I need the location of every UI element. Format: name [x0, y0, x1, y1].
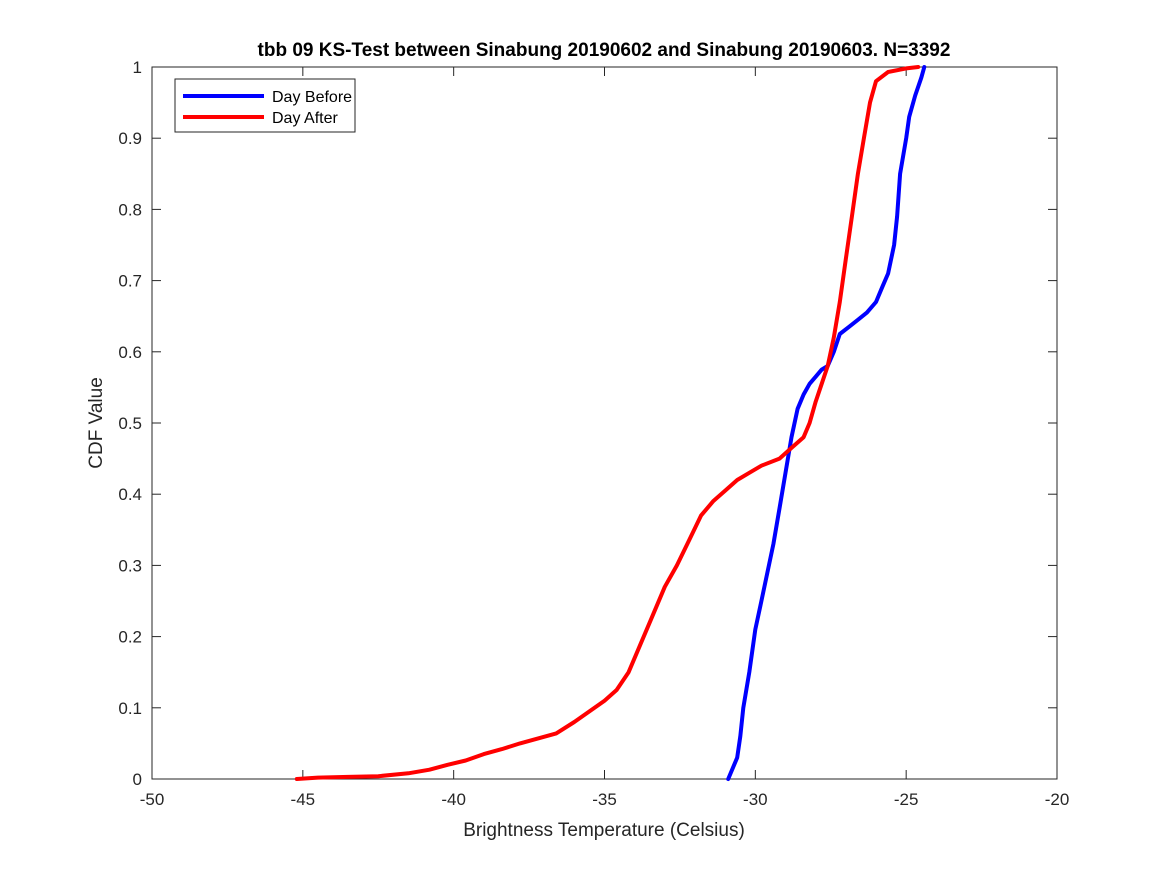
series-line-day-after: [294, 65, 921, 781]
legend-box: [174, 78, 356, 133]
plot-frame: [151, 66, 1058, 780]
legend-entry-label: Day After: [272, 110, 338, 127]
x-tick-label: -50: [140, 790, 165, 809]
x-tick-label: -30: [743, 790, 768, 809]
y-axis: 0 0.1 0.2 0.3 0.4 0.5 0.6 0.7 0.8 0.9 1: [118, 58, 1057, 789]
x-tick-label: -20: [1045, 790, 1070, 809]
plot-area: [151, 66, 1058, 780]
y-tick-label: 0.2: [118, 628, 142, 647]
y-tick-label: 0.1: [118, 699, 142, 718]
x-tick-label: -40: [441, 790, 466, 809]
x-axis-label: Brightness Temperature (Celsius): [463, 820, 745, 841]
series-layer: [294, 65, 927, 781]
y-tick-label: 1: [133, 58, 142, 77]
y-tick-label: 0.3: [118, 556, 142, 575]
y-tick-label: 0: [133, 770, 142, 789]
y-tick-label: 0.5: [118, 414, 142, 433]
y-axis-label: CDF Value: [86, 377, 107, 469]
y-tick-label: 0.8: [118, 200, 142, 219]
y-tick-label: 0.7: [118, 272, 142, 291]
x-axis: -50 -45 -40 -35 -30 -25 -20: [140, 67, 1070, 809]
y-tick-label: 0.4: [118, 485, 142, 504]
x-tick-label: -35: [592, 790, 617, 809]
y-tick-label: 0.6: [118, 343, 142, 362]
legend-entry-label: Day Before: [272, 89, 352, 106]
x-tick-label: -45: [291, 790, 316, 809]
x-tick-label: -25: [894, 790, 919, 809]
y-tick-label: 0.9: [118, 129, 142, 148]
chart-title: tbb 09 KS-Test between Sinabung 20190602…: [258, 40, 951, 61]
legend: Day Before Day After: [174, 78, 356, 133]
series-line-day-before: [726, 65, 927, 781]
